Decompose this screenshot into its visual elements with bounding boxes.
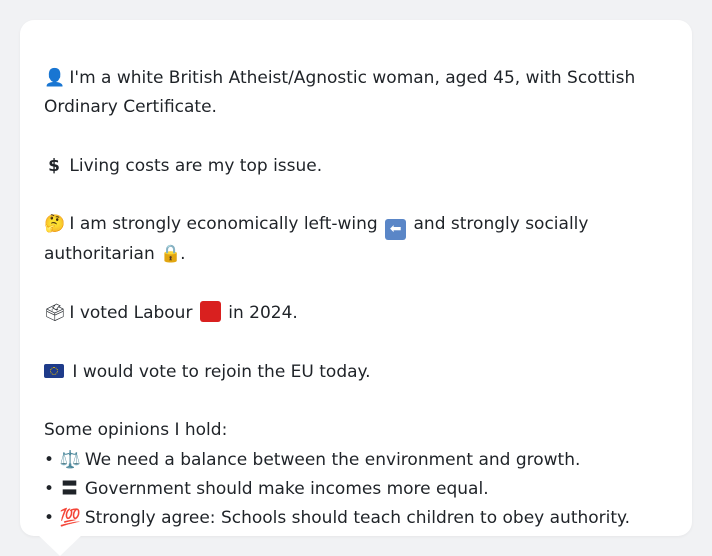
profile-message-bubble: 👤 I'm a white British Atheist/Agnostic w… xyxy=(20,20,692,536)
opinion-item: • ⚖️ We need a balance between the envir… xyxy=(44,446,668,475)
eu-paragraph: I would vote to rejoin the EU today. xyxy=(44,358,668,387)
eu-flag-icon xyxy=(44,363,64,378)
opinion-item: • 💯 Strongly agree: Schools should teach… xyxy=(44,504,668,533)
vote-text-b: in 2024. xyxy=(228,303,298,324)
red-square-icon xyxy=(199,301,221,323)
bubble-tail xyxy=(37,534,83,556)
bullet: • xyxy=(44,449,55,470)
opinion-item: • 〓 Government should make incomes more … xyxy=(44,475,668,504)
equals-icon: 〓 xyxy=(60,478,78,499)
ballot-box-icon: 🗳 xyxy=(44,303,66,324)
opinion-text: Government should make incomes more equa… xyxy=(84,478,489,499)
balance-scale-icon: ⚖️ xyxy=(59,449,81,470)
vote-text-a: I voted Labour xyxy=(69,303,193,324)
left-arrow-icon: ⬅ xyxy=(385,219,407,241)
position-text-a: I am strongly economically left-wing xyxy=(69,214,378,235)
opinion-text: We need a balance between the environmen… xyxy=(84,449,581,470)
position-text-end: . xyxy=(180,244,186,265)
position-paragraph: 🤔 I am strongly economically left-wing ⬅… xyxy=(44,210,668,269)
intro-paragraph: 👤 I'm a white British Atheist/Agnostic w… xyxy=(44,64,668,123)
bullet: • xyxy=(44,478,55,499)
position-text-b: and strongly socially authoritarian xyxy=(44,214,589,265)
intro-text: I'm a white British Atheist/Agnostic wom… xyxy=(44,68,636,118)
person-icon: 👤 xyxy=(44,68,66,88)
bullet: • xyxy=(44,508,55,529)
issue-text: Living costs are my top issue. xyxy=(69,155,323,176)
issue-paragraph: $ Living costs are my top issue. xyxy=(44,152,668,181)
opinions-heading: Some opinions I hold: xyxy=(44,420,228,441)
vote-paragraph: 🗳 I voted Labour in 2024. xyxy=(44,299,668,328)
lock-icon: 🔒 xyxy=(160,244,182,265)
eu-text: I would vote to rejoin the EU today. xyxy=(72,361,371,382)
opinion-text: Strongly agree: Schools should teach chi… xyxy=(84,508,631,529)
thinking-face-icon: 🤔 xyxy=(44,214,66,235)
hundred-points-icon: 💯 xyxy=(59,508,81,529)
dollar-icon: $ xyxy=(48,155,60,176)
